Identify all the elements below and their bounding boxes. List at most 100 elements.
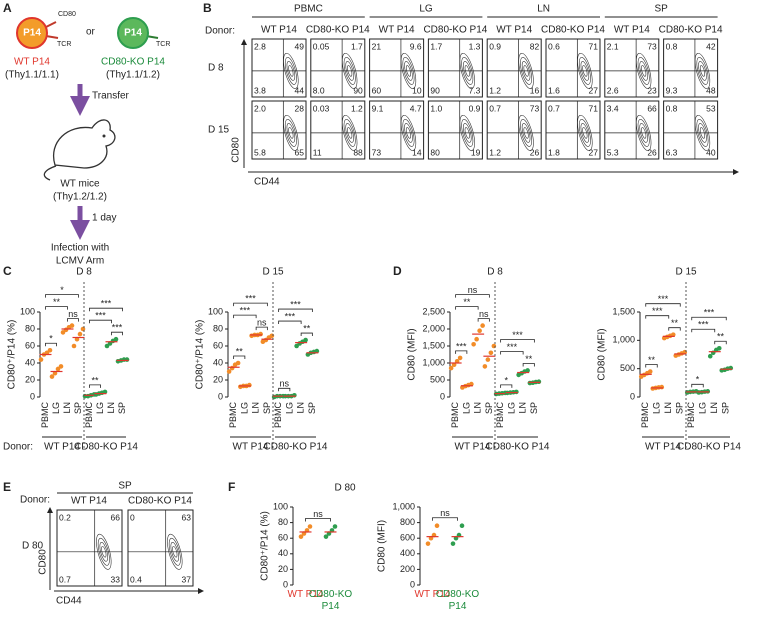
y-tick-label: 100 xyxy=(20,306,35,316)
data-point xyxy=(332,524,338,529)
host-label: WT mice xyxy=(60,179,100,190)
contour xyxy=(636,114,652,151)
quadrant-value: 4.7 xyxy=(410,103,422,113)
significance-label: ** xyxy=(91,375,99,385)
contour xyxy=(518,114,534,151)
day-label: D 8 xyxy=(208,63,224,74)
data-point xyxy=(292,393,297,398)
mouse-eye xyxy=(102,134,106,138)
data-point xyxy=(323,534,329,539)
contour xyxy=(694,52,711,89)
x-tick-label: LG xyxy=(284,402,294,414)
tissue-label: SP xyxy=(118,481,132,492)
quadrant-value: 21 xyxy=(372,41,382,51)
significance-bracket xyxy=(455,306,479,310)
quadrant-value: 48 xyxy=(706,85,716,95)
x-tick-label: PBMC xyxy=(40,402,50,429)
y-tick-label: 20 xyxy=(25,374,35,384)
y-tick-label: 1,000 xyxy=(612,335,635,345)
x-tick-label: SP xyxy=(307,402,317,414)
donor-label: Donor: xyxy=(205,26,235,37)
data-point xyxy=(659,384,665,390)
legend-label: CD80-KO P14 xyxy=(264,442,328,453)
x-tick-label-box: CD80-KO P14 xyxy=(309,589,352,612)
significance-bracket xyxy=(500,351,524,355)
donor-name: CD80-KO P14 xyxy=(128,496,192,507)
contour xyxy=(288,65,294,77)
donor-name: WT P14 xyxy=(379,25,415,36)
tissue-label: PBMC xyxy=(294,4,323,15)
significance-bracket xyxy=(645,364,658,368)
contour xyxy=(518,52,534,89)
x-tick-label-box: WT P14 xyxy=(288,589,324,600)
significance-bracket xyxy=(233,355,246,359)
donor-name: WT P14 xyxy=(496,25,532,36)
contour xyxy=(343,57,356,85)
quadrant-value: 1.7 xyxy=(430,41,442,51)
x-tick-label: LG xyxy=(698,402,708,414)
y-axis-label: CD80⁺/P14 (%) xyxy=(260,511,271,581)
quadrant-value: 16 xyxy=(530,85,540,95)
quadrant-value: 1.2 xyxy=(351,103,363,113)
contour xyxy=(96,533,112,570)
x-tick-label: SP xyxy=(529,402,539,414)
x-tick-label: LG xyxy=(652,402,662,414)
significance-bracket xyxy=(278,387,291,392)
quadrant-value: 73 xyxy=(530,103,540,113)
significance-label: ns xyxy=(468,285,478,295)
contour xyxy=(464,127,470,139)
contour xyxy=(172,546,178,558)
contour xyxy=(402,57,415,85)
significance-bracket xyxy=(645,315,670,319)
quadrant-value: 65 xyxy=(295,147,305,157)
y-tick-label: 80 xyxy=(278,517,288,527)
x-tick-label: LG xyxy=(461,402,471,414)
y-tick-label: 40 xyxy=(213,357,223,367)
legend-label: WT P14 xyxy=(455,442,491,453)
x-tick-label-box: WT P14 xyxy=(415,589,451,600)
quadrant-value: 66 xyxy=(647,103,657,113)
quadrant-value: 2.6 xyxy=(607,85,619,95)
contour xyxy=(578,119,591,147)
x-tick-label: SP xyxy=(484,402,494,414)
contour xyxy=(400,114,417,151)
quadrant-value: 3.8 xyxy=(254,85,266,95)
data-point xyxy=(235,360,241,366)
contour xyxy=(580,123,590,143)
quadrant-value: 44 xyxy=(295,85,305,95)
y-tick-label: 2,500 xyxy=(422,306,445,316)
quadrant-value: 49 xyxy=(295,41,305,51)
axis-label: CD80 xyxy=(231,137,242,163)
x-tick-label: SP xyxy=(117,402,127,414)
ko-cell xyxy=(117,17,149,49)
data-point xyxy=(298,534,304,539)
quadrant-value: 5.3 xyxy=(607,147,619,157)
significance-label: ** xyxy=(648,355,656,365)
contour xyxy=(283,52,299,89)
contour xyxy=(582,65,588,77)
y-tick-label: 100 xyxy=(273,501,288,511)
significance-bracket xyxy=(233,302,268,307)
x-tick-label: LG xyxy=(95,402,105,414)
significance-bracket xyxy=(233,314,257,319)
data-point xyxy=(124,357,130,362)
significance-bracket xyxy=(522,363,535,367)
significance-bracket xyxy=(300,332,313,337)
data-point xyxy=(459,523,465,529)
panel-label: E xyxy=(3,480,11,494)
donor-label: Donor: xyxy=(20,495,50,506)
quadrant-value: 0.4 xyxy=(130,574,142,584)
significance-label: *** xyxy=(652,306,663,316)
contour xyxy=(520,57,533,85)
y-tick-label: 40 xyxy=(278,548,288,558)
contour xyxy=(577,52,593,89)
donor-name: CD80-KO P14 xyxy=(306,25,370,36)
significance-label: *** xyxy=(290,299,301,309)
contour xyxy=(639,61,648,81)
significance-label: *** xyxy=(112,323,123,333)
y-tick-label: 80 xyxy=(213,323,223,333)
legend-label: WT P14 xyxy=(645,442,681,453)
y-tick-label: 20 xyxy=(278,564,288,574)
quadrant-value: 66 xyxy=(111,512,121,522)
contour xyxy=(463,123,472,143)
